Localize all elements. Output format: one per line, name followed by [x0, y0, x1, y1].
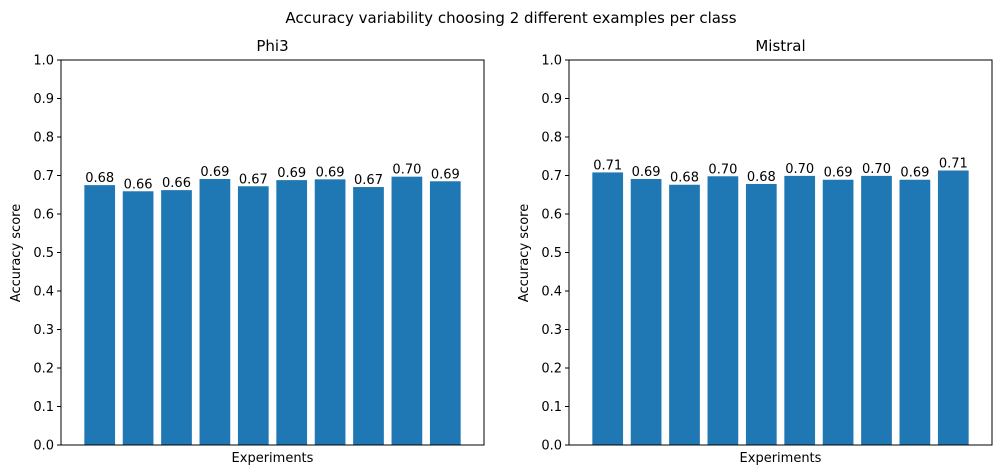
y-tick-label: 0.9 — [541, 92, 562, 107]
y-tick-label: 0.2 — [541, 362, 562, 377]
data-label: 0.68 — [85, 171, 114, 186]
y-tick-label: 0.5 — [33, 246, 54, 261]
data-label: 0.70 — [785, 162, 814, 177]
y-tick-label: 0.4 — [33, 285, 54, 300]
chart-phi3: Phi3 Experiments Accuracy score 0.68 0.66… — [9, 37, 485, 466]
data-label: 0.70 — [862, 162, 891, 177]
y-tick-label: 0.7 — [541, 169, 562, 184]
bar-series: 0.71 0.69 0.68 0.70 0.68 0.70 0.69 0.70 0.69 0.71 — [592, 157, 969, 446]
bar — [937, 170, 969, 445]
y-tick-label: 0.3 — [33, 323, 54, 338]
figure-title: Accuracy variability choosing 2 differen… — [285, 9, 736, 27]
bar — [669, 184, 700, 446]
data-label: 0.70 — [708, 162, 737, 177]
data-label: 0.69 — [632, 165, 661, 180]
y-tick-label: 0.1 — [541, 400, 562, 415]
bar — [353, 187, 384, 446]
chart-title: Mistral — [755, 37, 805, 55]
data-label: 0.69 — [316, 165, 345, 180]
bar — [84, 185, 116, 446]
bar-series: 0.68 0.66 0.66 0.69 0.67 0.69 0.69 0.67 0.70 0.69 — [84, 163, 461, 446]
bar — [391, 176, 423, 445]
y-tick-label: 0.3 — [541, 323, 562, 338]
y-axis-label: Accuracy score — [517, 204, 532, 302]
y-tick-label: 0.1 — [33, 400, 54, 415]
y-tick-label: 0.0 — [33, 439, 54, 454]
y-tick-label: 0.0 — [541, 439, 562, 454]
data-label: 0.68 — [670, 171, 699, 186]
bar — [122, 191, 154, 445]
bar — [592, 172, 624, 446]
data-label: 0.68 — [747, 170, 776, 185]
y-tick-label: 0.4 — [541, 285, 562, 300]
y-tick-label: 0.8 — [541, 131, 562, 146]
data-label: 0.66 — [124, 177, 153, 192]
x-axis-label: Experiments — [232, 451, 314, 466]
data-label: 0.69 — [200, 165, 229, 180]
y-axis-ticks: 0.0 0.1 0.2 0.3 0.4 0.5 0.6 0.7 0.8 0.9 1.0 — [541, 54, 569, 454]
y-axis-ticks: 0.0 0.1 0.2 0.3 0.4 0.5 0.6 0.7 0.8 0.9 1.0 — [33, 54, 61, 454]
data-label: 0.69 — [431, 167, 460, 182]
bar — [630, 178, 662, 445]
y-tick-label: 0.8 — [33, 131, 54, 146]
bar — [161, 190, 192, 445]
bar — [199, 178, 231, 445]
x-axis-label: Experiments — [740, 451, 822, 466]
y-tick-label: 0.6 — [541, 208, 562, 223]
y-axis-label: Accuracy score — [9, 204, 24, 302]
data-label: 0.69 — [824, 166, 853, 181]
bar — [276, 180, 308, 445]
plot-frame — [60, 59, 485, 446]
data-label: 0.66 — [162, 176, 191, 191]
data-label: 0.69 — [277, 166, 306, 181]
data-label: 0.69 — [900, 166, 929, 181]
bar — [314, 179, 346, 445]
bar — [822, 179, 854, 446]
bar — [861, 175, 892, 445]
bar — [899, 179, 931, 446]
data-label: 0.70 — [392, 163, 421, 178]
bar — [429, 181, 461, 445]
data-label: 0.71 — [939, 157, 968, 172]
y-tick-label: 0.2 — [33, 362, 54, 377]
bar — [707, 176, 739, 445]
y-tick-label: 0.9 — [33, 92, 54, 107]
y-tick-label: 1.0 — [541, 54, 562, 69]
bar — [784, 175, 816, 445]
data-label: 0.71 — [593, 158, 622, 173]
data-label: 0.67 — [354, 173, 383, 188]
y-tick-label: 0.6 — [33, 208, 54, 223]
chart-title: Phi3 — [256, 37, 288, 55]
data-label: 0.67 — [239, 172, 268, 187]
y-tick-label: 1.0 — [33, 54, 54, 69]
y-tick-label: 0.5 — [541, 246, 562, 261]
bar — [237, 186, 269, 445]
plot-frame — [568, 59, 993, 446]
y-tick-label: 0.7 — [33, 169, 54, 184]
chart-mistral: Mistral Experiments Accuracy score 0.71 0… — [517, 37, 993, 466]
bar — [745, 183, 777, 445]
